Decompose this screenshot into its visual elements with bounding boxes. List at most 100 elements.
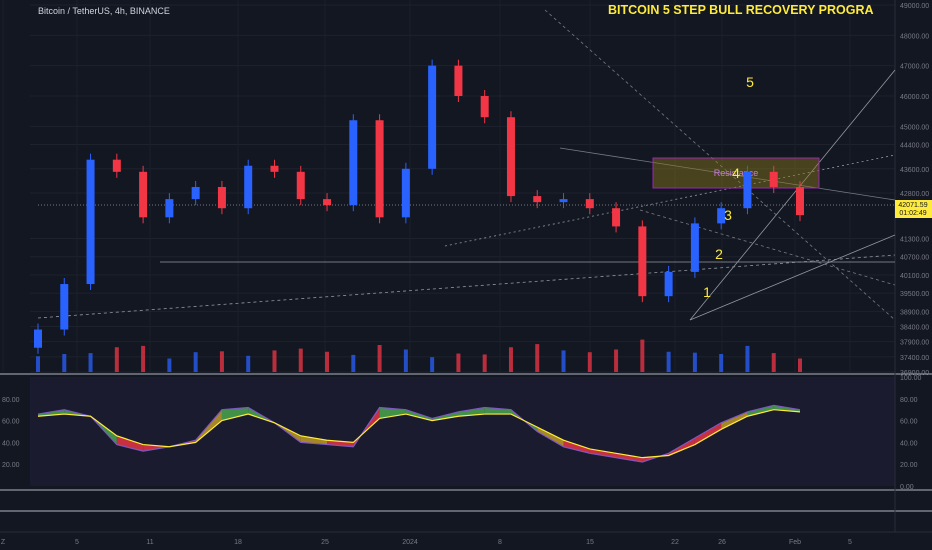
candle-body xyxy=(112,159,121,172)
price-tick-label: 43600.00 xyxy=(900,167,929,174)
volume-bar xyxy=(798,358,802,372)
volume-bar xyxy=(62,354,67,372)
oscillator-fill xyxy=(616,453,643,463)
price-tick-label: 36900.00 xyxy=(900,370,929,377)
oscillator-fill xyxy=(484,407,511,415)
oscillator-tick-right: 60.00 xyxy=(900,419,918,426)
price-tick-label: 47000.00 xyxy=(900,64,929,71)
candle-body xyxy=(375,120,384,218)
candle-body xyxy=(506,117,515,197)
candle-body xyxy=(60,284,69,330)
headline-title: BITCOIN 5 STEP BULL RECOVERY PROGRA xyxy=(608,3,874,17)
countdown-label: 01:02:49 xyxy=(899,210,926,217)
candle-body xyxy=(717,208,726,224)
volume-bar xyxy=(351,354,356,372)
time-tick-label: 11 xyxy=(146,539,153,546)
candle-body xyxy=(480,95,489,118)
price-tick-label: 49000.00 xyxy=(900,3,929,10)
price-tick-label: 46000.00 xyxy=(900,94,929,101)
candle-body xyxy=(428,65,437,169)
price-tick-label: 40700.00 xyxy=(900,255,929,262)
price-tick-label: 39500.00 xyxy=(900,291,929,298)
candle-body xyxy=(244,165,253,209)
volume-bar xyxy=(141,345,146,372)
candle-body xyxy=(139,171,148,218)
candle-body xyxy=(533,196,542,203)
time-tick-label: 8 xyxy=(498,539,502,546)
wave-label-2: 2 xyxy=(715,246,723,262)
oscillator-fill xyxy=(379,407,406,419)
price-tick-label: 44400.00 xyxy=(900,143,929,150)
volume-bar xyxy=(219,351,224,372)
price-tick-label: 38900.00 xyxy=(900,309,929,316)
volume-bar xyxy=(771,353,776,372)
time-tick-label: 5 xyxy=(848,539,852,546)
volume-bar xyxy=(561,350,566,372)
x-axis-ticks: Z 5 11 18 25 2024 8 15 22 26 Feb 5 xyxy=(1,539,852,546)
candle-body xyxy=(454,65,463,96)
candle-body xyxy=(86,159,95,285)
price-tick-label: 37900.00 xyxy=(900,340,929,347)
volume-bar xyxy=(587,352,592,372)
oscillator-tick-left: 40.00 xyxy=(2,440,20,447)
price-tick-label: 48000.00 xyxy=(900,33,929,40)
candle-body xyxy=(191,186,200,200)
trendline xyxy=(444,154,896,247)
volume-bar xyxy=(745,345,750,372)
time-tick-label: Feb xyxy=(789,539,801,546)
time-tick-label: 26 xyxy=(718,539,726,546)
price-tick-label: 38400.00 xyxy=(900,325,929,332)
oscillator-tick-left: 80.00 xyxy=(2,397,20,404)
volume-bar xyxy=(719,354,724,372)
trendline-drawings xyxy=(37,9,896,321)
price-tick-label: 37400.00 xyxy=(900,355,929,362)
oscillator-fill xyxy=(563,440,590,454)
last-price-label: 42071.59 xyxy=(898,202,927,209)
time-tick-label: 5 xyxy=(75,539,79,546)
candle-body xyxy=(612,208,621,227)
candle-body xyxy=(296,171,305,200)
candle-body xyxy=(34,329,42,348)
oscillator-fill xyxy=(694,422,722,445)
oscillator-fill xyxy=(721,411,748,430)
volume-bar xyxy=(403,349,408,372)
rsi-line xyxy=(37,404,801,463)
candle-body xyxy=(664,271,673,297)
oscillator-tick-right: 40.00 xyxy=(900,440,918,447)
trendline xyxy=(37,254,896,319)
time-tick-label: 2024 xyxy=(402,539,418,546)
volume-bar xyxy=(692,352,697,372)
wave-label-3: 3 xyxy=(724,207,732,223)
oscillator-tick-right: 100.00 xyxy=(900,375,922,382)
volume-bar xyxy=(508,347,513,372)
candle-body xyxy=(323,199,332,206)
chart-structure xyxy=(0,0,932,533)
time-tick-label: 22 xyxy=(671,539,679,546)
volume-bar xyxy=(640,339,645,372)
volume-bar xyxy=(666,351,671,372)
oscillator-fill xyxy=(221,407,249,421)
volume-bar xyxy=(325,351,330,372)
volume-bar xyxy=(246,355,251,372)
volume-bar xyxy=(535,344,540,372)
volume-bars xyxy=(36,339,802,372)
time-tick-label: 25 xyxy=(321,539,329,546)
price-tick-label: 41300.00 xyxy=(900,237,929,244)
candle-body xyxy=(769,171,778,187)
oscillator-tick-left: 20.00 xyxy=(2,462,20,469)
oscillator-tick-right: 0.00 xyxy=(900,484,914,491)
candle-body xyxy=(217,186,226,209)
price-tick-label: 40100.00 xyxy=(900,273,929,280)
signal-line xyxy=(37,409,801,459)
volume-bar xyxy=(377,345,382,372)
volume-bar xyxy=(167,358,172,372)
candle-body xyxy=(270,165,279,172)
price-grid xyxy=(2,0,895,373)
time-tick-label: 15 xyxy=(586,539,594,546)
candle-body xyxy=(690,223,699,272)
volume-bar xyxy=(482,354,487,372)
volume-bar xyxy=(36,356,40,372)
candle-body xyxy=(585,199,594,209)
wave-label-1: 1 xyxy=(703,284,711,300)
